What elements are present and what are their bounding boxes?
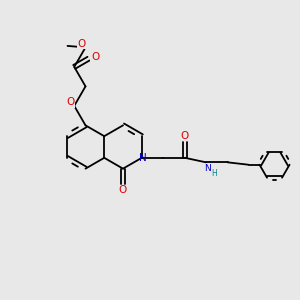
Text: O: O <box>119 185 127 195</box>
Text: N: N <box>204 164 211 173</box>
Text: N: N <box>140 153 147 163</box>
Text: O: O <box>181 130 189 141</box>
Text: O: O <box>67 97 75 107</box>
Text: H: H <box>212 169 217 178</box>
Text: O: O <box>78 39 86 49</box>
Text: O: O <box>91 52 99 62</box>
